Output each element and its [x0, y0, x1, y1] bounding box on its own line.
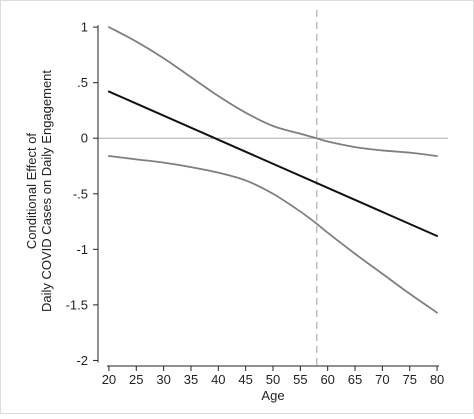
y-axis-title-line-1: Conditional Effect of	[24, 133, 39, 249]
x-tick-label: 80	[430, 372, 444, 387]
reference-lines	[98, 10, 448, 366]
x-tick-label: 40	[211, 372, 225, 387]
y-tick-label: -.5	[73, 186, 88, 201]
x-tick-label: 20	[102, 372, 116, 387]
upper-bound-line	[108, 26, 438, 157]
x-axis-title: Age	[261, 388, 284, 403]
x-tick-label: 25	[129, 372, 143, 387]
x-tick-label: 35	[184, 372, 198, 387]
lower-bound-line	[108, 155, 438, 314]
y-tick-label: 1	[81, 20, 88, 35]
series-layer	[107, 26, 439, 314]
x-tick-label: 70	[375, 372, 389, 387]
y-axis-title-line-2: Daily COVID Cases on Daily Engagement	[39, 70, 54, 312]
x-tick-label: 45	[238, 372, 252, 387]
x-tick-label: 55	[293, 372, 307, 387]
axis-titles: Age Conditional Effect of Daily COVID Ca…	[24, 70, 285, 403]
estimate-line	[107, 90, 439, 237]
y-tick-label: -1.5	[66, 297, 88, 312]
y-tick-label: .5	[77, 75, 88, 90]
x-tick-label: 65	[348, 372, 362, 387]
y-tick-label: -2	[76, 353, 88, 368]
y-tick-label: -1	[76, 242, 88, 257]
x-tick-label: 50	[266, 372, 280, 387]
x-tick-label: 60	[320, 372, 334, 387]
x-tick-label: 75	[402, 372, 416, 387]
axes: 1 .5 0 -.5 -1 -1.5 -2 20 25 30 35 40 45 50 55 60 65 70 75 8…	[66, 20, 445, 387]
x-tick-label: 30	[156, 372, 170, 387]
y-tick-label: 0	[81, 131, 88, 146]
